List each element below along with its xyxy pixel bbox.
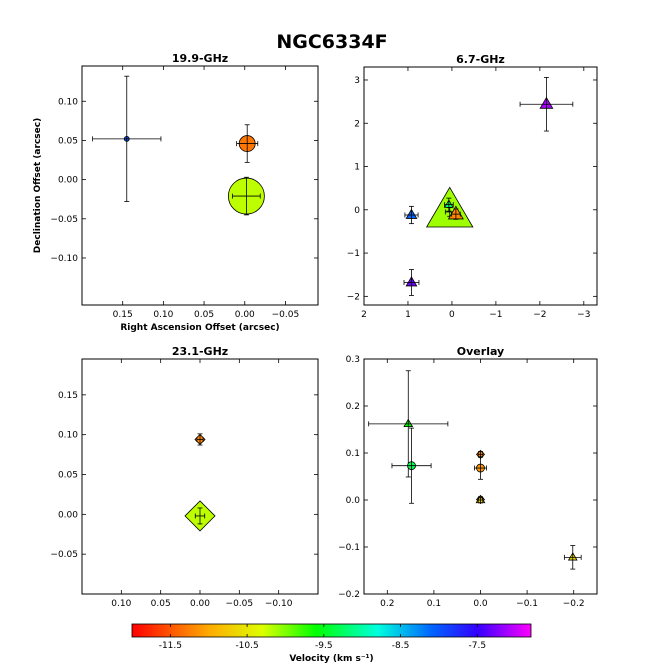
data-point bbox=[236, 124, 259, 163]
y-tick-label: 0.3 bbox=[346, 355, 360, 365]
y-tick-label: −0.1 bbox=[338, 543, 360, 553]
x-tick-label: 0 bbox=[449, 310, 455, 320]
colorbar-tick-label: -9.5 bbox=[315, 641, 333, 651]
colorbar: -11.5 -10.5 -9.5 -8.5 -7.5 Velocity (km s⁻¹) bbox=[131, 623, 532, 664]
x-tick-label: 0.00 bbox=[190, 599, 210, 609]
y-tick-label: 0.1 bbox=[346, 449, 360, 459]
y-tick-label: 1 bbox=[354, 163, 360, 173]
data-point bbox=[194, 433, 206, 446]
y-tick-label: −0.10 bbox=[50, 254, 78, 264]
y-tick-label: 0 bbox=[354, 206, 360, 216]
x-tick-label: 0.05 bbox=[151, 599, 171, 609]
colorbar-tick-label: -8.5 bbox=[392, 641, 410, 651]
y-tick-label: 2 bbox=[354, 119, 360, 129]
x-tick-label: 0.05 bbox=[194, 310, 214, 320]
x-axis-label: Right Ascension Offset (arcsec) bbox=[120, 323, 279, 333]
y-axis-label: Declination Offset (arcsec) bbox=[33, 118, 43, 253]
data-point bbox=[474, 456, 487, 480]
y-tick-label: 0.05 bbox=[58, 136, 78, 146]
data-point bbox=[443, 197, 454, 212]
data-point bbox=[184, 500, 216, 532]
y-tick-label: −0.05 bbox=[50, 550, 78, 560]
data-point bbox=[92, 75, 162, 202]
data-point bbox=[447, 205, 464, 220]
plot-frame bbox=[81, 358, 319, 595]
data-point bbox=[227, 176, 265, 216]
plot-frame bbox=[81, 65, 319, 306]
data-point bbox=[391, 427, 432, 504]
y-tick-label: −0.05 bbox=[50, 215, 78, 225]
x-tick-label: 0.15 bbox=[113, 310, 133, 320]
figure-title: NGC6334F bbox=[276, 31, 387, 53]
y-tick-label: 3 bbox=[354, 76, 360, 86]
y-tick-label: 0.0 bbox=[346, 496, 361, 506]
data-point bbox=[519, 76, 574, 132]
x-tick-label: 0.10 bbox=[153, 310, 173, 320]
panel-3: 23.1-GHz 0.10 0.05 0.00 −0.05 −0.10 0.15 0.10 0.… bbox=[50, 345, 319, 609]
plot-frame bbox=[363, 66, 598, 306]
x-tick-label: −0.05 bbox=[226, 599, 254, 609]
data-point bbox=[368, 370, 449, 478]
panel-title: 19.9-GHz bbox=[172, 52, 228, 65]
y-tick-label: −1 bbox=[347, 249, 360, 259]
x-tick-label: −0.1 bbox=[516, 599, 538, 609]
panel-title: 23.1-GHz bbox=[172, 345, 228, 358]
x-tick-label: 1 bbox=[405, 310, 411, 320]
panel-1: 19.9-GHz 0.15 0.10 0.05 0.00 −0.05 0.10 0.05 0.0… bbox=[33, 52, 319, 333]
y-tick-label: 0.15 bbox=[58, 391, 78, 401]
colorbar-label: Velocity (km s⁻¹) bbox=[289, 654, 373, 664]
y-tick-label: 0.10 bbox=[58, 431, 78, 441]
x-tick-label: −0.10 bbox=[265, 599, 293, 609]
data-point bbox=[563, 545, 582, 570]
panel-title: Overlay bbox=[457, 345, 504, 358]
y-tick-label: 0.2 bbox=[346, 402, 360, 412]
y-tick-label: 0.05 bbox=[58, 471, 78, 481]
x-tick-label: −2 bbox=[533, 310, 546, 320]
x-tick-label: −0.05 bbox=[272, 310, 300, 320]
panel-2: 6.7-GHz 2 1 0 −1 −2 −3 3 2 1 0 −1 −2 bbox=[347, 53, 598, 320]
panel-4: Overlay 0.2 0.1 0.0 −0.1 −0.2 0.3 0.2 0.1 0.0 −0.1… bbox=[338, 345, 598, 609]
x-tick-label: 0.0 bbox=[473, 599, 488, 609]
x-tick-label: −1 bbox=[489, 310, 502, 320]
y-tick-label: 0.00 bbox=[58, 510, 78, 520]
data-point bbox=[404, 205, 419, 225]
x-tick-label: −3 bbox=[577, 310, 590, 320]
colorbar-tick-label: -11.5 bbox=[159, 641, 182, 651]
colorbar-tick-label: -10.5 bbox=[235, 641, 258, 651]
x-tick-label: 2 bbox=[361, 310, 367, 320]
y-tick-label: 0.10 bbox=[58, 97, 78, 107]
y-tick-label: −2 bbox=[347, 292, 360, 302]
colorbar-tick-label: -7.5 bbox=[469, 641, 487, 651]
x-tick-label: 0.2 bbox=[380, 599, 394, 609]
colorbar-bar bbox=[131, 623, 532, 638]
data-point bbox=[403, 269, 420, 296]
data-point bbox=[475, 494, 486, 504]
y-tick-label: 0.00 bbox=[58, 176, 78, 186]
x-tick-label: 0.10 bbox=[111, 599, 131, 609]
panel-title: 6.7-GHz bbox=[456, 53, 505, 66]
x-tick-label: 0.00 bbox=[235, 310, 255, 320]
y-tick-label: −0.2 bbox=[338, 590, 360, 600]
x-tick-label: −0.2 bbox=[563, 599, 585, 609]
x-tick-label: 0.1 bbox=[427, 599, 441, 609]
